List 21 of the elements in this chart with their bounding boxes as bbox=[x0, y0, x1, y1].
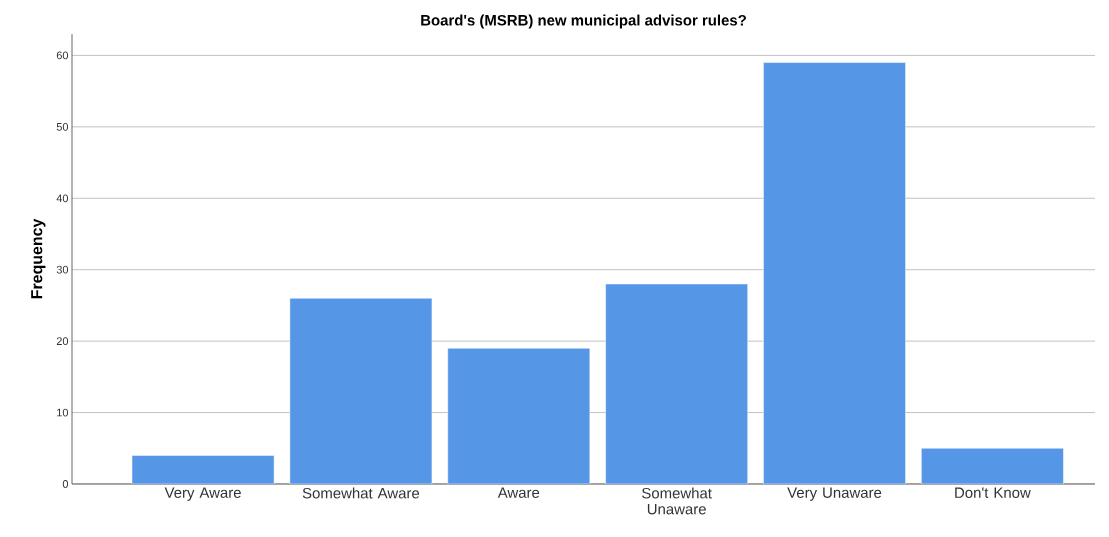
bar bbox=[921, 448, 1064, 484]
bar bbox=[763, 62, 906, 484]
x-tick-label: Somewhat Aware bbox=[302, 487, 420, 499]
bar bbox=[605, 283, 748, 484]
y-tick-label: 60 bbox=[56, 51, 69, 60]
chart-title: Board's (MSRB) new municipal advisor rules? bbox=[421, 14, 746, 29]
y-tick-label: 50 bbox=[56, 122, 69, 131]
y-tick-label: 0 bbox=[62, 480, 69, 488]
bar bbox=[289, 298, 433, 484]
x-tick-label: Somewhat Unaware bbox=[642, 487, 712, 515]
x-tick-label: Very Aware bbox=[164, 487, 241, 501]
bar bbox=[131, 455, 275, 484]
y-tick-label: 40 bbox=[56, 194, 69, 203]
x-tick-label: Aware bbox=[497, 487, 540, 498]
bar bbox=[447, 348, 591, 484]
x-tick-label: Don't Know bbox=[955, 487, 1031, 498]
x-tick-label: Very Unaware bbox=[787, 487, 882, 501]
y-tick-label: 30 bbox=[56, 265, 69, 274]
y-tick-label: 10 bbox=[57, 408, 69, 417]
y-axis-title: Frequency bbox=[31, 218, 46, 299]
y-tick-label: 20 bbox=[56, 337, 69, 346]
